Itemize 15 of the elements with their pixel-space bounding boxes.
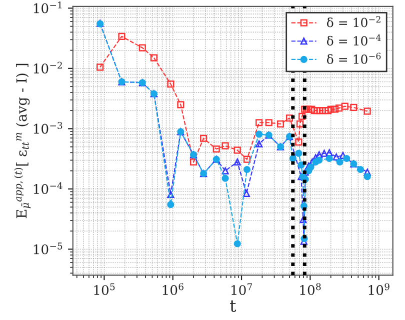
y-tick-label: 10$^{−5}$ — [34, 242, 62, 254]
x-tick-label: 10$^{8}$ — [300, 283, 321, 296]
x-tick-label: 10$^{7}$ — [232, 283, 252, 296]
x-tick-label: 10$^{6}$ — [162, 283, 184, 296]
legend-label: δ = 10$^{−4}$ — [326, 34, 381, 46]
x-tick-label: 10$^{9}$ — [368, 283, 390, 296]
y-tick-label: 10$^{−1}$ — [34, 1, 62, 14]
y-tick-label: 10$^{−4}$ — [34, 182, 62, 194]
x-axis-title: t — [230, 300, 236, 312]
x-tick-label: 10$^{5}$ — [94, 283, 115, 296]
legend-label: δ = 10$^{−2}$ — [326, 16, 380, 28]
y-tick-label: 10$^{−2}$ — [34, 62, 62, 74]
y-tick-label: 10$^{−3}$ — [34, 122, 62, 134]
legend-label: δ = 10$^{−6}$ — [326, 52, 381, 64]
y-axis-title: E$_{μ̄}$$^{app,(t)}$[ ε$_{tt}$$^{m}$ (avg - I) ] — [14, 64, 31, 218]
